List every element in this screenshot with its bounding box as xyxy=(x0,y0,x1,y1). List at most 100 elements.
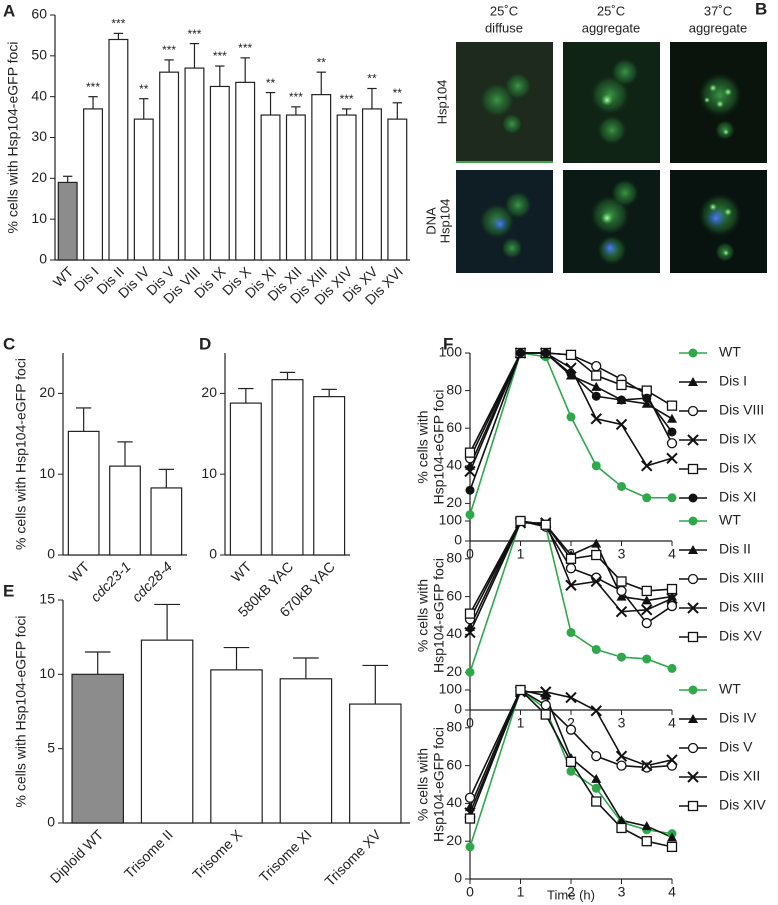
chart-panel: A 0 10 20 30 40 50 60 % cells with Hsp104-eGFP f… xyxy=(3,1,410,308)
chart-panel: F 0 20 40 60 80 100 % cells with Hsp104-eGFP foc… xyxy=(415,334,764,561)
y-tick-label: 0 xyxy=(47,546,55,562)
bar xyxy=(229,402,262,556)
bar xyxy=(235,81,256,261)
marker xyxy=(641,836,652,847)
bar xyxy=(260,114,281,261)
marker xyxy=(591,773,602,783)
marker xyxy=(464,792,476,803)
legend-label: WT xyxy=(719,681,741,697)
marker xyxy=(616,822,627,834)
y-tick-label: 100 xyxy=(439,681,463,697)
marker xyxy=(591,538,602,548)
bar xyxy=(271,379,304,556)
y-tick-label: 10 xyxy=(31,210,47,226)
marker xyxy=(616,576,627,587)
x-tick-label: WT xyxy=(228,558,255,585)
marker xyxy=(666,452,678,464)
y-axis-label: % cells with Hsp104-eGFP foci xyxy=(13,616,29,808)
marker xyxy=(591,391,601,401)
marker xyxy=(540,686,552,698)
significance-label: *** xyxy=(238,41,252,55)
column-title: aggregate xyxy=(582,20,641,35)
marker xyxy=(642,654,652,664)
marker xyxy=(641,821,652,831)
marker xyxy=(516,348,525,358)
x-tick-label: Trisome XV xyxy=(321,826,384,889)
bar xyxy=(349,703,402,824)
marker xyxy=(667,832,677,842)
x-tick-label: 0 xyxy=(466,884,474,900)
marker xyxy=(666,754,678,766)
marker xyxy=(688,348,698,358)
marker xyxy=(540,709,551,720)
bar xyxy=(57,181,78,261)
marker xyxy=(590,705,602,717)
y-axis-label: Hsp104-eGFP foci xyxy=(431,727,447,842)
marker xyxy=(616,585,627,597)
marker xyxy=(641,617,652,629)
y-tick-label: 5 xyxy=(47,739,55,755)
y-tick-label: 0 xyxy=(39,251,47,267)
significance-label: *** xyxy=(187,27,201,41)
significance-label: *** xyxy=(162,43,176,57)
marker xyxy=(687,800,699,812)
row-label: DNA xyxy=(423,207,438,235)
bar xyxy=(108,38,129,261)
legend-label: Dis X xyxy=(719,460,753,476)
marker xyxy=(641,585,652,597)
bar xyxy=(150,487,183,556)
marker xyxy=(688,685,698,695)
column-title: 37˚C xyxy=(704,3,732,18)
marker xyxy=(617,395,626,405)
bar xyxy=(67,430,100,556)
marker xyxy=(565,563,577,574)
significance-label: ** xyxy=(139,82,149,96)
significance-label: ** xyxy=(317,55,327,69)
marker xyxy=(591,370,602,381)
y-tick-label: 0 xyxy=(47,814,55,830)
marker xyxy=(566,412,576,422)
marker xyxy=(666,583,678,595)
marker xyxy=(566,369,576,379)
x-tick-label: 1 xyxy=(517,546,525,562)
marker xyxy=(688,377,698,386)
bar xyxy=(133,118,154,261)
bar xyxy=(387,118,408,261)
y-tick-label: 100 xyxy=(439,344,463,360)
marker xyxy=(615,606,628,618)
marker xyxy=(465,802,475,812)
bar xyxy=(140,639,194,824)
significance-label: ** xyxy=(367,72,377,86)
y-axis-label: % cells with xyxy=(415,579,431,652)
marker xyxy=(688,545,698,554)
x-tick-label: 1 xyxy=(517,715,525,731)
marker xyxy=(591,796,602,807)
y-tick-label: 80 xyxy=(446,550,462,566)
marker xyxy=(615,750,628,762)
legend-label: Dis I xyxy=(719,373,747,389)
x-tick-label: WT xyxy=(66,558,93,585)
marker xyxy=(641,460,653,472)
x-tick-label: 3 xyxy=(618,715,626,731)
y-axis-label: % cells with Hsp104-eGFP foci xyxy=(13,358,29,550)
marker xyxy=(565,579,577,591)
marker xyxy=(617,481,626,491)
x-tick-label: Diploid WT xyxy=(47,826,107,886)
column-title: aggregate xyxy=(689,20,748,35)
marker xyxy=(515,515,526,527)
y-tick-label: 40 xyxy=(446,794,462,810)
y-tick-label: 40 xyxy=(446,457,462,473)
marker xyxy=(666,841,678,853)
marker xyxy=(641,595,652,605)
y-tick-label: 20 xyxy=(446,663,462,679)
significance-label: *** xyxy=(289,90,303,104)
significance-label: *** xyxy=(111,17,125,31)
x-tick-label: 4 xyxy=(668,546,676,562)
column-title: 25˚C xyxy=(597,3,625,18)
marker xyxy=(642,393,652,403)
marker xyxy=(641,762,652,773)
marker xyxy=(591,381,602,391)
x-tick-label: 3 xyxy=(618,546,626,562)
